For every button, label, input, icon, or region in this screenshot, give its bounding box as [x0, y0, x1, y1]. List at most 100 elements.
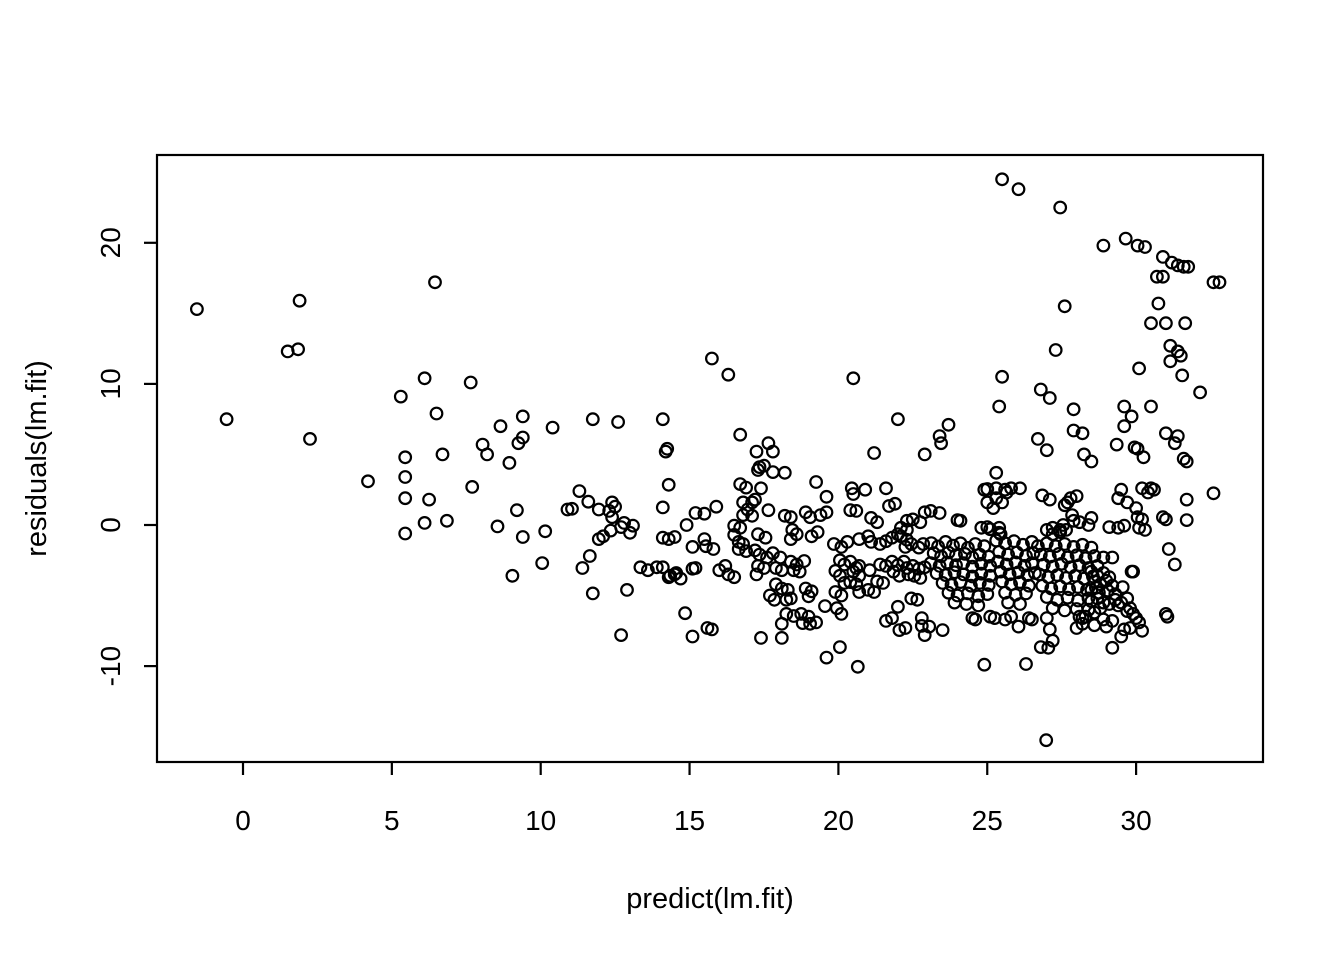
data-point [1066, 513, 1081, 528]
data-point [981, 578, 996, 592]
data-point [515, 409, 530, 424]
data-point [1100, 583, 1115, 598]
y-tick-label: 20 [95, 227, 126, 258]
data-point [891, 412, 905, 427]
x-tick-label: 30 [1121, 805, 1152, 836]
data-point [721, 367, 736, 382]
x-tick-label: 20 [823, 805, 854, 836]
data-point [777, 508, 792, 523]
data-point [1158, 512, 1173, 527]
data-point [1035, 578, 1050, 593]
data-point [1170, 429, 1185, 444]
data-point [1123, 621, 1137, 635]
x-tick-label: 0 [235, 805, 251, 836]
data-point [697, 506, 712, 521]
data-point [303, 432, 317, 446]
data-point [914, 619, 929, 633]
data-point [660, 441, 675, 456]
data-point [1179, 492, 1194, 507]
data-point [1193, 385, 1207, 400]
data-point [1084, 511, 1099, 525]
data-point [1033, 640, 1048, 654]
data-point [1039, 523, 1054, 537]
data-point [947, 565, 962, 580]
data-point [819, 650, 834, 665]
data-point [971, 598, 986, 613]
data-point [992, 525, 1007, 540]
data-point [801, 589, 816, 604]
data-point [1144, 399, 1158, 414]
data-point [1118, 231, 1133, 246]
data-point [189, 302, 204, 317]
data-point [502, 456, 517, 470]
data-point [819, 505, 834, 520]
data-point [641, 563, 655, 578]
data-point [941, 545, 956, 560]
data-point [849, 561, 864, 575]
x-tick-label: 15 [674, 805, 705, 836]
data-point [1178, 316, 1193, 331]
data-point [974, 556, 989, 571]
data-point [463, 375, 478, 390]
data-point [1062, 582, 1076, 597]
data-point [917, 505, 932, 520]
data-point [972, 576, 987, 590]
data-point [983, 559, 998, 573]
data-point [398, 491, 413, 506]
x-tick-label: 25 [972, 805, 1003, 836]
data-point [972, 547, 987, 562]
data-point [699, 539, 713, 554]
data-point [1163, 354, 1178, 369]
y-tick-label: 10 [95, 368, 126, 399]
data-point [1206, 486, 1221, 501]
data-point [417, 516, 432, 530]
data-point [1206, 275, 1221, 290]
data-point [545, 420, 560, 435]
data-point [1002, 567, 1017, 582]
data-point [1013, 481, 1027, 496]
data-point [1126, 607, 1140, 621]
data-point [688, 561, 703, 575]
data-point [819, 489, 834, 504]
data-point [964, 578, 978, 593]
data-point [876, 576, 890, 590]
data-point [511, 436, 526, 451]
data-point [1057, 537, 1072, 551]
data-point [766, 546, 780, 561]
data-point [1048, 343, 1063, 357]
data-point [1053, 579, 1068, 594]
data-point [938, 568, 953, 582]
data-point [827, 537, 841, 551]
data-point [1149, 269, 1164, 284]
data-point [774, 581, 789, 596]
data-point [1138, 523, 1152, 537]
y-axis-title: residuals(lm.fit) [21, 360, 53, 557]
data-point [935, 623, 950, 637]
data-point [582, 549, 597, 563]
data-point [422, 492, 437, 507]
data-point [575, 561, 590, 575]
data-point [783, 532, 798, 546]
data-point [914, 611, 929, 625]
data-point [1176, 259, 1191, 274]
data-point [834, 588, 849, 603]
data-point [992, 520, 1007, 535]
data-point [535, 556, 550, 570]
data-point [949, 558, 963, 573]
data-point [891, 527, 905, 542]
data-point [1078, 609, 1093, 624]
data-point [923, 556, 938, 570]
data-point [1011, 182, 1026, 197]
data-point [1111, 520, 1126, 535]
data-point [766, 444, 780, 459]
data-point [1071, 580, 1085, 594]
data-point [1179, 513, 1194, 527]
data-point [480, 447, 495, 462]
data-point [291, 342, 306, 357]
data-point [870, 515, 884, 530]
data-point [850, 659, 865, 674]
data-point [465, 480, 480, 494]
data-point [989, 465, 1004, 480]
data-point [929, 566, 944, 581]
data-point [1041, 640, 1056, 655]
